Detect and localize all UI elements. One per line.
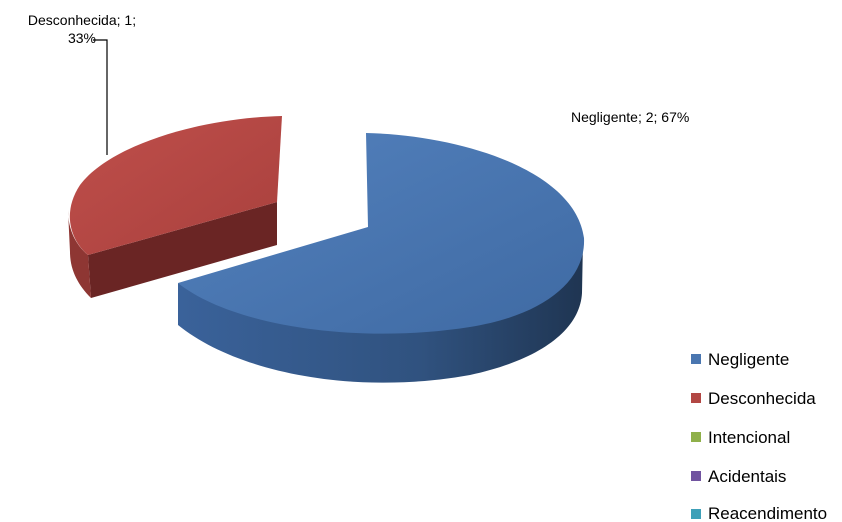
data-label-desconhecida-line1: Desconhecida; 1;: [28, 12, 136, 28]
legend-swatch-reacendimento: [691, 509, 701, 519]
legend-label-acidentais: Acidentais: [708, 467, 786, 486]
legend-swatch-intencional: [691, 432, 701, 442]
legend-label-desconhecida: Desconhecida: [708, 389, 816, 408]
data-label-negligente: Negligente; 2; 67%: [571, 109, 689, 125]
legend-label-negligente: Negligente: [708, 350, 789, 369]
slice-desconhecida-cut-face: [88, 202, 277, 298]
slice-desconhecida: [68, 116, 283, 298]
data-label-desconhecida-line2: 33%: [68, 30, 96, 46]
slice-negligente: [178, 133, 585, 383]
slice-negligente-side: [178, 240, 583, 383]
slice-negligente-top: [178, 133, 585, 334]
legend-swatch-acidentais: [691, 471, 701, 481]
slice-desconhecida-outer-side: [68, 210, 91, 298]
legend-label-reacendimento: Reacendimento: [708, 504, 827, 522]
legend: Negligente Desconhecida Intencional Acid…: [691, 350, 827, 522]
data-label-leader-line: [93, 39, 108, 155]
slice-desconhecida-top: [69, 116, 283, 255]
legend-swatch-desconhecida: [691, 393, 701, 403]
legend-swatch-negligente: [691, 354, 701, 364]
legend-label-intencional: Intencional: [708, 428, 790, 447]
